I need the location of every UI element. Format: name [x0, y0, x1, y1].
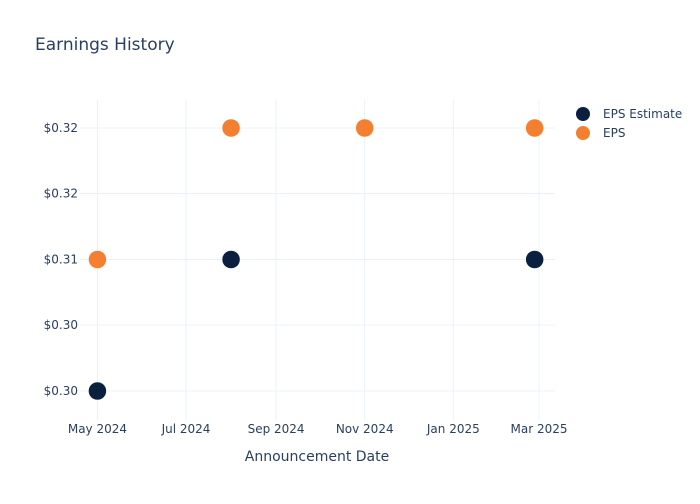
x-tick-label: May 2024: [68, 422, 127, 436]
series-eps: [88, 118, 544, 269]
chart-title: Earnings History: [35, 35, 175, 55]
legend[interactable]: EPS Estimate EPS: [576, 107, 682, 140]
data-point: [88, 381, 107, 401]
legend-label: EPS Estimate: [603, 107, 682, 121]
legend-marker: [576, 126, 590, 140]
data-point: [525, 250, 544, 269]
legend-marker: [576, 107, 590, 121]
y-axis-ticks: $0.30 $0.30 $0.31 $0.32 $0.32: [44, 121, 78, 398]
data-point: [88, 250, 107, 269]
y-tick-label: $0.31: [44, 253, 78, 267]
x-tick-label: Jan 2025: [426, 422, 480, 436]
y-tick-label: $0.32: [44, 187, 78, 201]
x-tick-label: Mar 2025: [511, 422, 568, 436]
y-tick-label: $0.30: [44, 384, 78, 398]
x-axis-title: Announcement Date: [245, 449, 389, 465]
data-point: [221, 118, 241, 138]
grid-layer: [80, 100, 555, 420]
data-point: [221, 250, 241, 269]
legend-label: EPS: [603, 126, 625, 140]
data-point: [525, 118, 544, 138]
y-tick-label: $0.32: [44, 121, 78, 135]
x-tick-label: Jul 2024: [161, 422, 211, 436]
data-points: [88, 118, 544, 401]
x-tick-label: Nov 2024: [336, 422, 394, 436]
x-tick-label: Sep 2024: [248, 422, 305, 436]
x-axis-ticks: May 2024 Jul 2024 Sep 2024 Nov 2024 Jan 2025…: [68, 422, 568, 436]
data-point: [355, 118, 374, 138]
y-tick-label: $0.30: [44, 318, 78, 332]
